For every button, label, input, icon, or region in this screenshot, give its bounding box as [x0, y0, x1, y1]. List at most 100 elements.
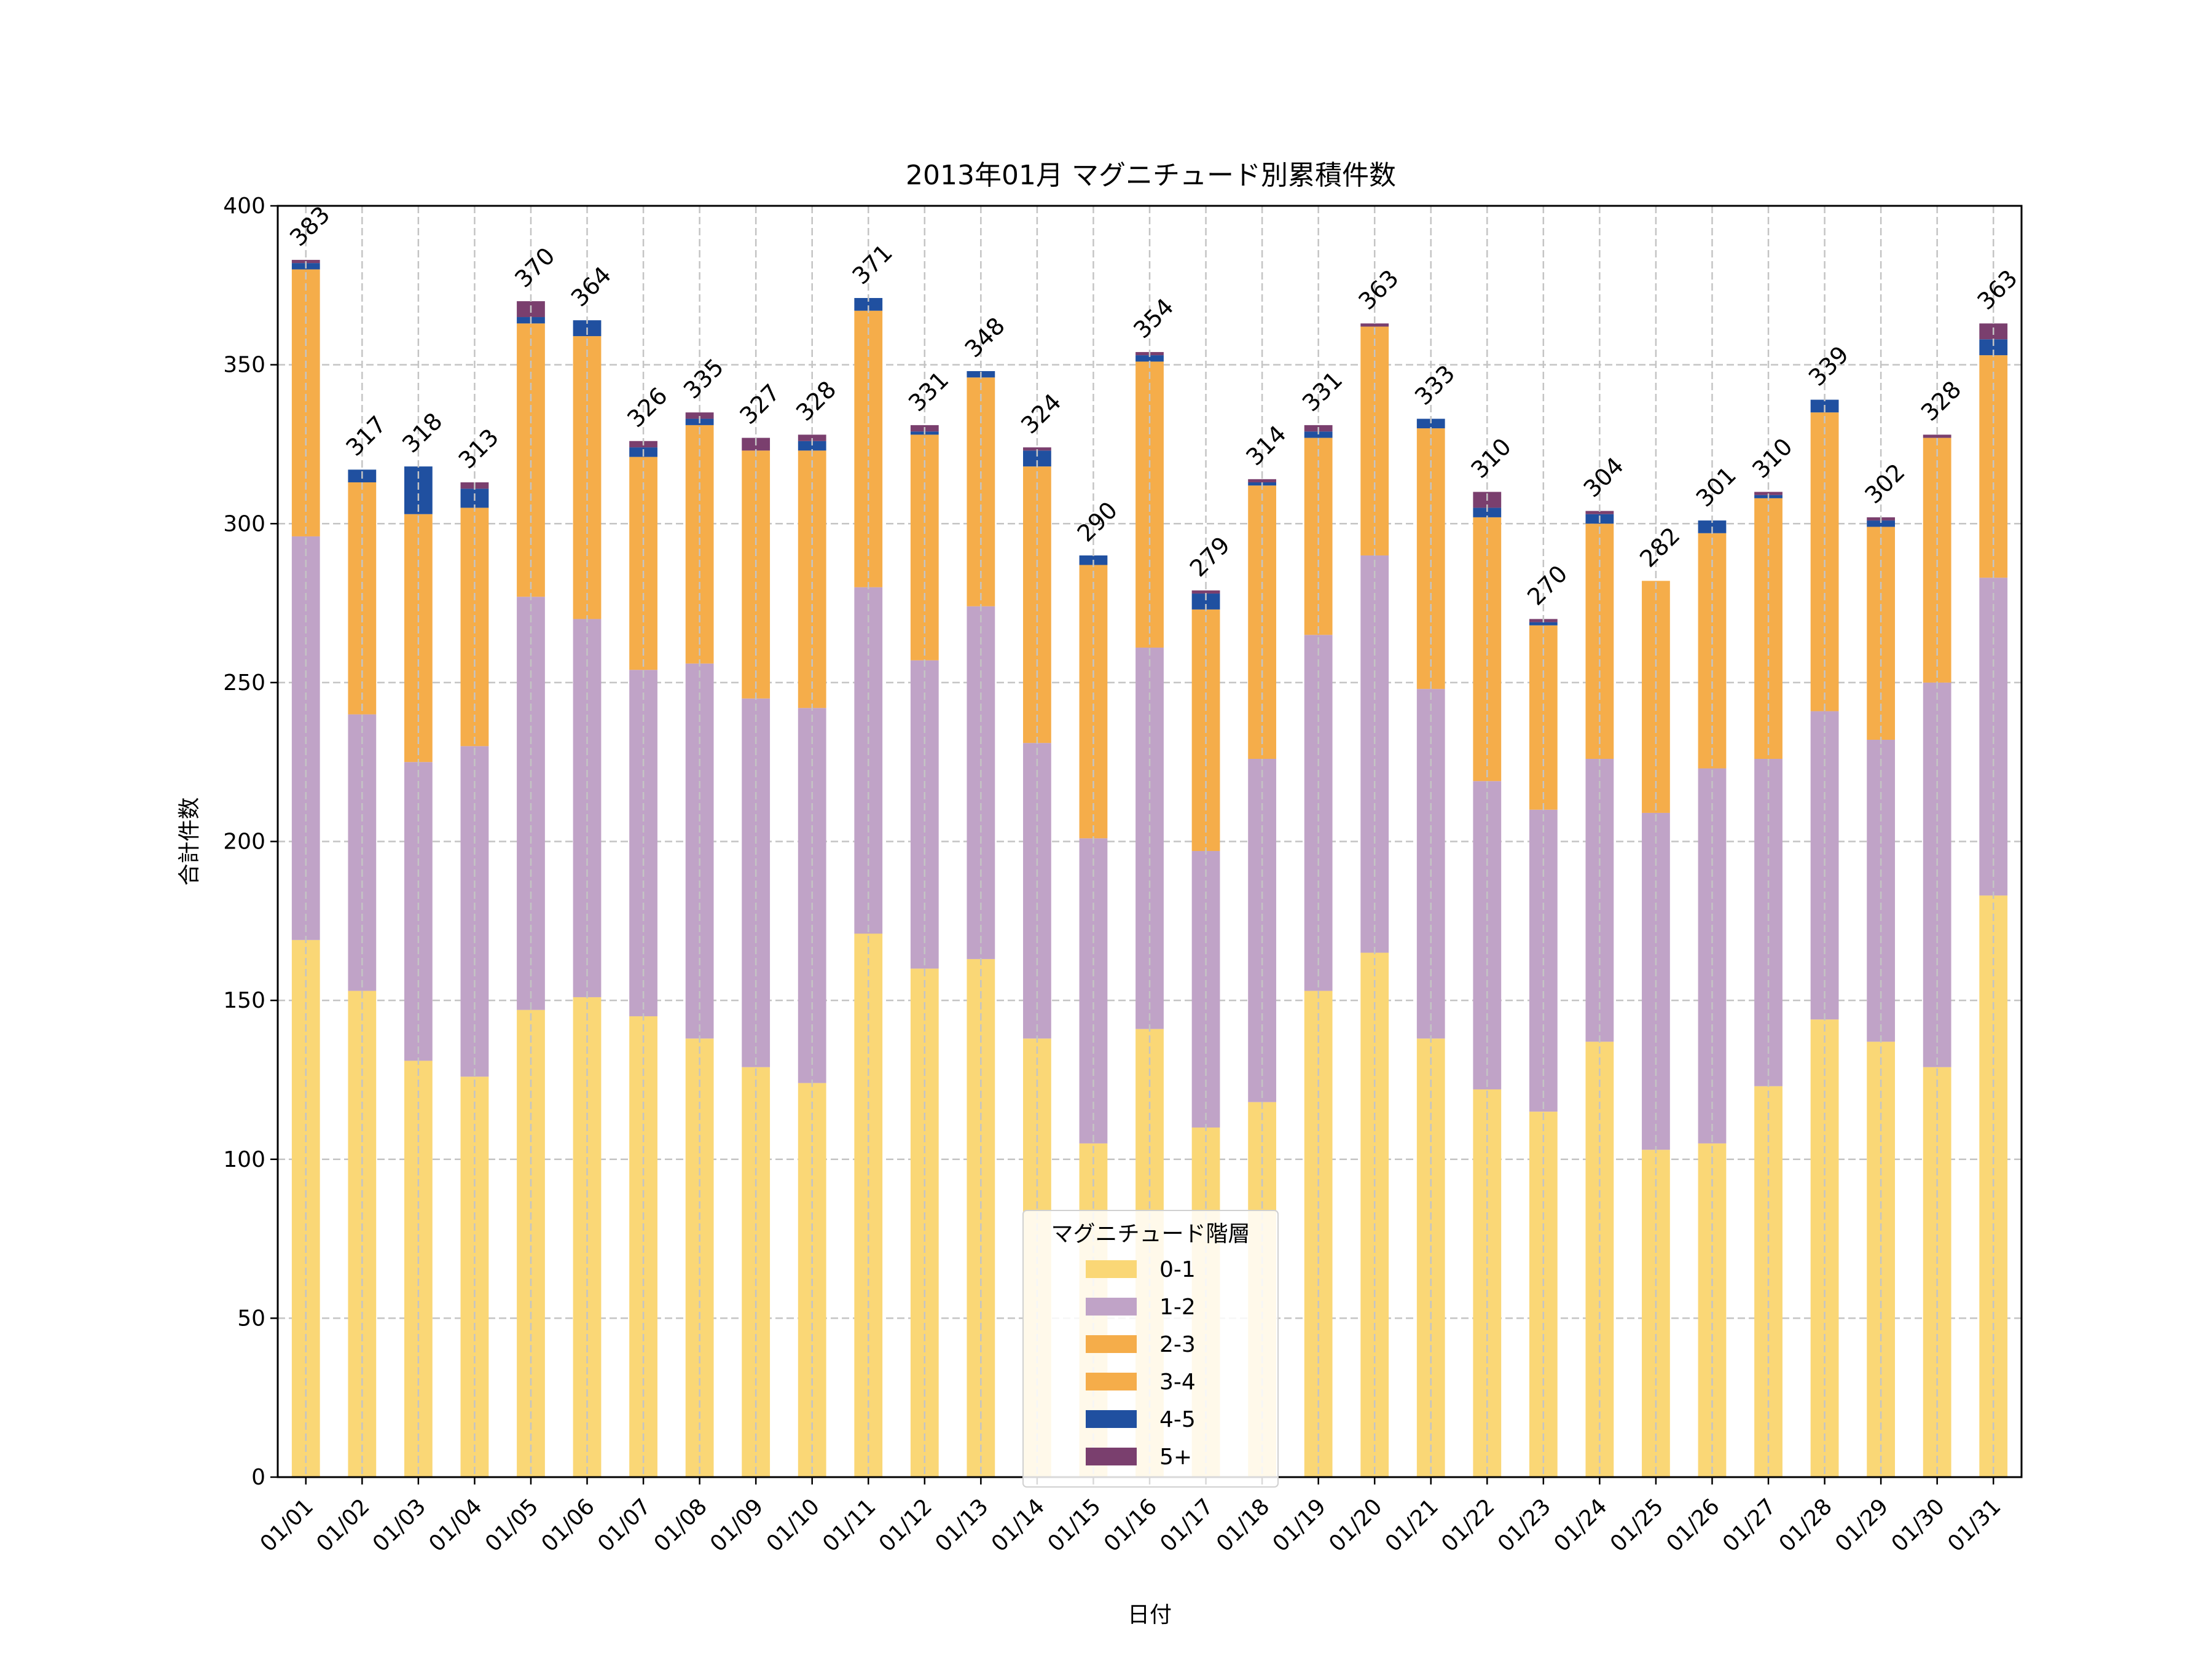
total-label: 339: [1803, 340, 1854, 391]
x-tick-label: 01/11: [818, 1494, 880, 1556]
x-tick-label: 01/15: [1043, 1494, 1105, 1556]
total-label: 317: [341, 410, 391, 461]
x-tick-label: 01/09: [705, 1494, 768, 1556]
y-tick-label: 150: [223, 988, 265, 1013]
bar-segment-4-5: [1529, 622, 1558, 626]
x-tick-label: 01/12: [874, 1494, 937, 1556]
legend-items: 0-1 1-2 2-3 3-4 4-5 5+: [1086, 1257, 1196, 1470]
x-tick-label: 01/27: [1718, 1494, 1781, 1556]
total-label: 363: [1972, 264, 2022, 315]
y-tick-label: 0: [251, 1465, 265, 1490]
bar-segment-4-5: [1304, 431, 1333, 438]
x-tick-label: 01/17: [1156, 1494, 1218, 1556]
bar-segment-0-1: [460, 1077, 489, 1477]
y-tick-label: 300: [223, 511, 265, 536]
total-label: 313: [453, 423, 504, 474]
x-tick-label: 01/14: [987, 1494, 1049, 1556]
total-label: 314: [1241, 420, 1291, 471]
total-label: 363: [1353, 264, 1403, 315]
bar-segment-5+: [1023, 447, 1051, 451]
legend-swatch-3-4: [1086, 1373, 1137, 1390]
y-tick-label: 400: [223, 194, 265, 219]
total-label: 302: [1859, 458, 1910, 509]
y-tick-label: 100: [223, 1147, 265, 1172]
x-tick-label: 01/20: [1324, 1494, 1387, 1556]
bar-segment-2-3: [967, 377, 995, 606]
x-tick-label: 01/24: [1549, 1494, 1612, 1556]
x-tick-label: 01/25: [1606, 1494, 1668, 1556]
x-axis-ticks: 01/0101/0201/0301/0401/0501/0601/0701/08…: [256, 1477, 2006, 1557]
total-label: 310: [1747, 433, 1797, 483]
total-label: 348: [960, 312, 1010, 363]
bar-segment-5+: [1248, 479, 1276, 483]
bar-segment-2-3: [291, 269, 320, 536]
total-label: 318: [397, 407, 447, 458]
bar-segment-1-2: [404, 762, 433, 1061]
x-tick-label: 01/19: [1268, 1494, 1331, 1556]
bar-segment-5+: [798, 434, 826, 441]
legend-swatch-0-1: [1086, 1260, 1137, 1278]
x-tick-label: 01/30: [1887, 1494, 1950, 1556]
x-tick-label: 01/21: [1381, 1494, 1443, 1556]
x-tick-label: 01/22: [1437, 1494, 1499, 1556]
x-tick-label: 01/07: [593, 1494, 656, 1556]
total-label: 328: [791, 375, 841, 426]
bar-segment-5+: [1191, 590, 1220, 594]
x-tick-label: 01/31: [1943, 1494, 2006, 1556]
x-tick-label: 01/23: [1493, 1494, 1556, 1556]
x-tick-label: 01/18: [1212, 1494, 1274, 1556]
bar-segment-4-5: [1867, 520, 1896, 527]
x-tick-label: 01/01: [256, 1494, 318, 1556]
total-label: 364: [566, 261, 616, 312]
total-label: 326: [622, 382, 672, 433]
legend-box: [1022, 1210, 1279, 1488]
legend-label: 0-1: [1159, 1257, 1196, 1282]
bar-segment-5+: [1360, 323, 1389, 327]
total-label: 324: [1016, 388, 1066, 439]
total-label: 327: [734, 379, 785, 429]
x-tick-label: 01/06: [537, 1494, 600, 1556]
bar-segment-1-2: [1585, 759, 1614, 1042]
bar-segment-1-2: [1698, 768, 1727, 1143]
legend-swatch-2-3: [1086, 1335, 1137, 1353]
total-label: 331: [903, 366, 954, 417]
x-tick-label: 01/10: [762, 1494, 825, 1556]
y-axis-ticks: 0 50 100 150 200 250 300 350 400: [223, 194, 278, 1490]
total-label: 328: [1916, 375, 1966, 426]
total-label: 304: [1579, 452, 1629, 503]
chart-title: 2013年01月 マグニチュード別累積件数: [906, 160, 1396, 191]
total-label: 370: [509, 242, 560, 292]
legend-swatch-1-2: [1086, 1298, 1137, 1316]
total-label: 331: [1297, 366, 1347, 417]
total-label: 335: [678, 353, 729, 404]
x-tick-label: 01/03: [368, 1494, 431, 1556]
x-tick-label: 01/08: [649, 1494, 712, 1556]
legend: マグニチュード階層 0-1 1-2 2-3 3-4 4-5 5+: [1022, 1210, 1279, 1488]
bar-segment-4-5: [1416, 418, 1445, 429]
x-tick-label: 01/16: [1099, 1494, 1162, 1556]
total-label: 383: [284, 201, 335, 251]
bar-segment-5+: [685, 412, 714, 419]
y-tick-label: 200: [223, 830, 265, 855]
x-tick-label: 01/26: [1661, 1494, 1724, 1556]
total-label: 270: [1522, 560, 1572, 610]
legend-swatch-5+: [1086, 1448, 1137, 1465]
total-label: 354: [1128, 293, 1179, 343]
x-tick-label: 01/05: [480, 1494, 543, 1556]
bar-segment-4-5: [1473, 508, 1502, 517]
y-axis-label: 合計件数: [177, 797, 202, 885]
total-label: 301: [1691, 461, 1741, 512]
total-label: 282: [1634, 522, 1685, 572]
legend-title: マグニチュード階層: [1051, 1222, 1250, 1247]
total-label: 371: [847, 239, 898, 289]
bar-segment-4-5: [798, 441, 826, 451]
total-label: 310: [1466, 433, 1516, 483]
bar-segment-0-1: [1698, 1143, 1727, 1477]
y-tick-label: 250: [223, 670, 265, 696]
total-label: 290: [1072, 496, 1123, 547]
y-tick-label: 350: [223, 353, 265, 378]
total-label: 279: [1185, 531, 1235, 582]
x-tick-label: 01/02: [312, 1494, 374, 1556]
legend-swatch-4-5: [1086, 1410, 1137, 1428]
